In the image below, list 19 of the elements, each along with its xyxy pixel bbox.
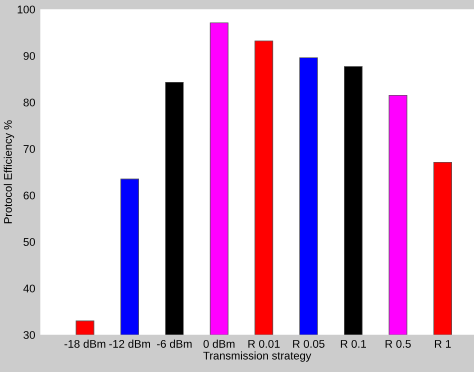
x-tick-label: R 0.5 xyxy=(386,340,411,348)
x-tick-label: -18 dBm xyxy=(64,340,106,348)
x-tick-label: R 0.01 xyxy=(248,340,280,348)
y-tick-label: 80 xyxy=(24,98,35,106)
x-tick-label: -6 dBm xyxy=(157,340,192,348)
y-tick-label: 40 xyxy=(23,284,35,292)
y-tick-label: 50 xyxy=(24,238,35,246)
y-tick-label: 100 xyxy=(18,6,35,14)
x-tick-label: R 0.1 xyxy=(340,340,366,348)
y-tick-label: 90 xyxy=(24,52,35,60)
x-tick-label: R 1 xyxy=(434,340,451,348)
x-tick-label: R 0.05 xyxy=(293,340,324,348)
y-tick-label: 70 xyxy=(24,145,35,153)
y-tick-label: 60 xyxy=(24,192,35,200)
x-tick-label: -12 dBm xyxy=(109,340,150,348)
y-axis-title: Protocol Efficiency % xyxy=(4,120,14,224)
x-tick-label: 0 dBm xyxy=(204,340,234,348)
y-tick-label: 30 xyxy=(23,331,35,339)
x-axis-title: Transmission strategy xyxy=(203,351,312,362)
